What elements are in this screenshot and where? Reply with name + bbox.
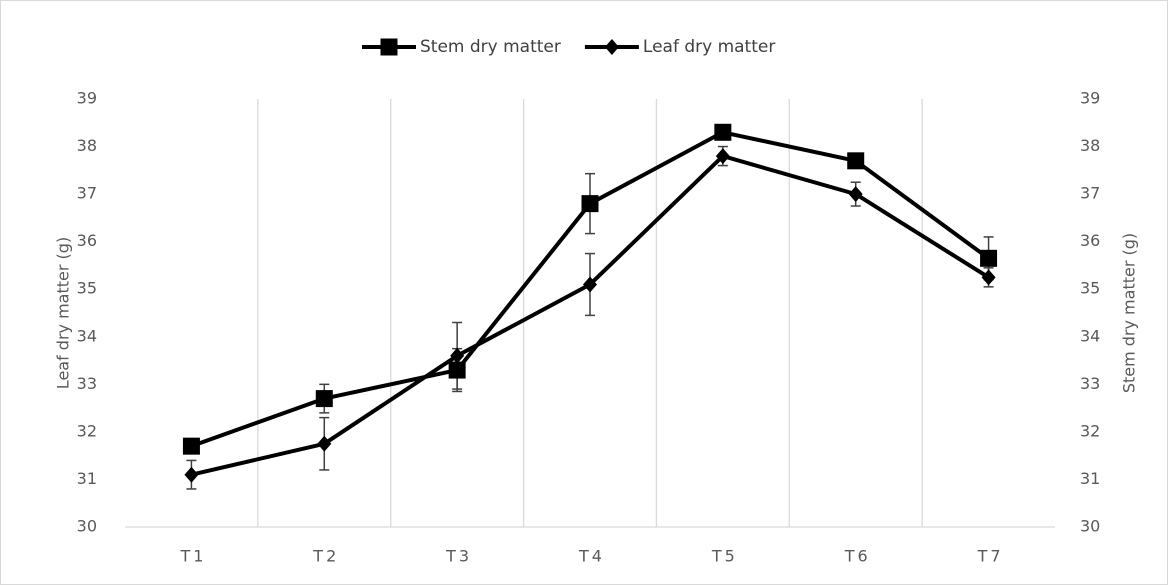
data-point bbox=[981, 269, 996, 286]
data-point bbox=[182, 437, 200, 455]
legend-label: Leaf dry matter bbox=[643, 37, 775, 57]
y-tick-label: 35 bbox=[77, 279, 97, 298]
data-point bbox=[847, 152, 865, 170]
y-tick-label: 32 bbox=[77, 421, 97, 440]
data-point bbox=[317, 435, 332, 452]
x-tick-label: T3 bbox=[445, 547, 472, 566]
y2-tick-label: 36 bbox=[1080, 231, 1100, 250]
x-tick-label: T6 bbox=[844, 547, 871, 566]
y-tick-label: 39 bbox=[77, 89, 97, 108]
y2-tick-label: 30 bbox=[1080, 517, 1100, 536]
y2-tick-label: 38 bbox=[1080, 136, 1100, 155]
data-point bbox=[581, 195, 599, 213]
y-tick-label: 37 bbox=[77, 184, 97, 203]
y2-tick-label: 34 bbox=[1080, 326, 1100, 345]
y2-axis-title: Stem dry matter (g) bbox=[1120, 233, 1139, 393]
y2-tick-label: 32 bbox=[1080, 421, 1100, 440]
x-tick-label: T5 bbox=[711, 547, 738, 566]
y-axis-title: Leaf dry matter (g) bbox=[54, 237, 73, 389]
legend-label: Stem dry matter bbox=[420, 37, 561, 57]
y-tick-label: 31 bbox=[77, 469, 97, 488]
x-tick-label: T2 bbox=[312, 547, 339, 566]
y2-tick-label: 35 bbox=[1080, 279, 1100, 298]
data-point bbox=[450, 347, 465, 364]
data-point bbox=[980, 249, 998, 267]
x-tick-label: T7 bbox=[977, 547, 1004, 566]
y-tick-label: 34 bbox=[77, 326, 97, 345]
y-tick-label: 38 bbox=[77, 136, 97, 155]
legend-marker bbox=[380, 38, 398, 56]
data-point bbox=[184, 466, 199, 483]
x-tick-label: T4 bbox=[578, 547, 605, 566]
y-tick-label: 33 bbox=[77, 374, 97, 393]
data-point bbox=[448, 361, 466, 379]
legend-marker bbox=[604, 39, 619, 55]
data-point bbox=[715, 148, 730, 165]
y-tick-label: 36 bbox=[77, 231, 97, 250]
y2-tick-label: 37 bbox=[1080, 184, 1100, 203]
y-tick-label: 30 bbox=[77, 517, 97, 536]
y2-tick-label: 31 bbox=[1080, 469, 1100, 488]
data-point bbox=[583, 276, 597, 293]
data-point bbox=[848, 186, 863, 203]
y2-tick-label: 39 bbox=[1080, 89, 1100, 108]
x-tick-label: T1 bbox=[179, 547, 206, 566]
y2-tick-label: 33 bbox=[1080, 374, 1100, 393]
data-point bbox=[714, 123, 732, 141]
data-point bbox=[315, 390, 333, 408]
